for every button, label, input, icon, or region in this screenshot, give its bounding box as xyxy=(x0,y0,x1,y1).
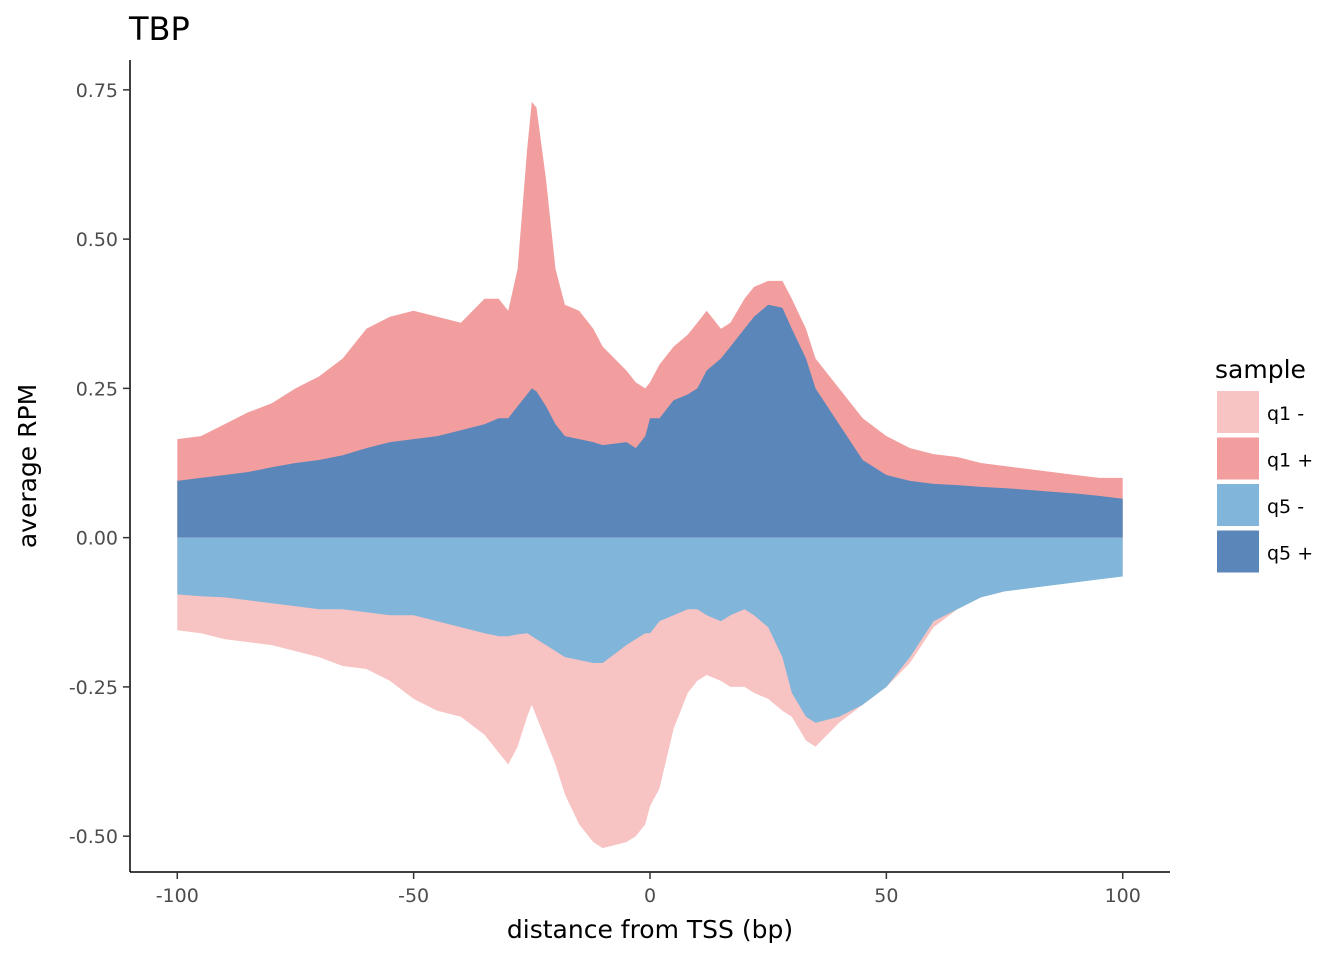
area-q5-minus xyxy=(177,537,1123,723)
y-tick-label: 0.50 xyxy=(76,229,118,251)
x-tick-label: -50 xyxy=(398,885,429,907)
legend-label-q5-plus: q5 + xyxy=(1267,543,1313,565)
x-tick-label: 50 xyxy=(874,885,898,907)
chart-title: TBP xyxy=(129,10,190,48)
area-q1-plus xyxy=(177,101,1123,538)
y-tick-label: 0.25 xyxy=(76,378,118,400)
x-axis-title: distance from TSS (bp) xyxy=(507,915,793,944)
y-tick-label: 0.75 xyxy=(76,80,118,102)
x-tick-label: -100 xyxy=(156,885,199,907)
legend-title: sample xyxy=(1215,355,1306,384)
x-tick-label: 100 xyxy=(1105,885,1141,907)
area-q5-plus xyxy=(177,304,1123,538)
legend-swatch-q5-plus xyxy=(1217,530,1259,573)
legend-swatch-q1-minus xyxy=(1217,391,1259,433)
legend-label-q5-minus: q5 - xyxy=(1267,496,1304,518)
legend-swatch-q1-plus xyxy=(1217,437,1259,480)
legend-label-q1-plus: q1 + xyxy=(1267,450,1313,472)
legend-swatch-q5-minus xyxy=(1217,484,1259,526)
x-tick-label: 0 xyxy=(644,885,656,907)
y-tick-label: -0.50 xyxy=(69,826,118,848)
y-axis-title: average RPM xyxy=(13,384,42,548)
y-tick-label: -0.25 xyxy=(69,677,118,699)
y-tick-label: 0.00 xyxy=(76,528,118,550)
legend-label-q1-minus: q1 - xyxy=(1267,403,1304,425)
